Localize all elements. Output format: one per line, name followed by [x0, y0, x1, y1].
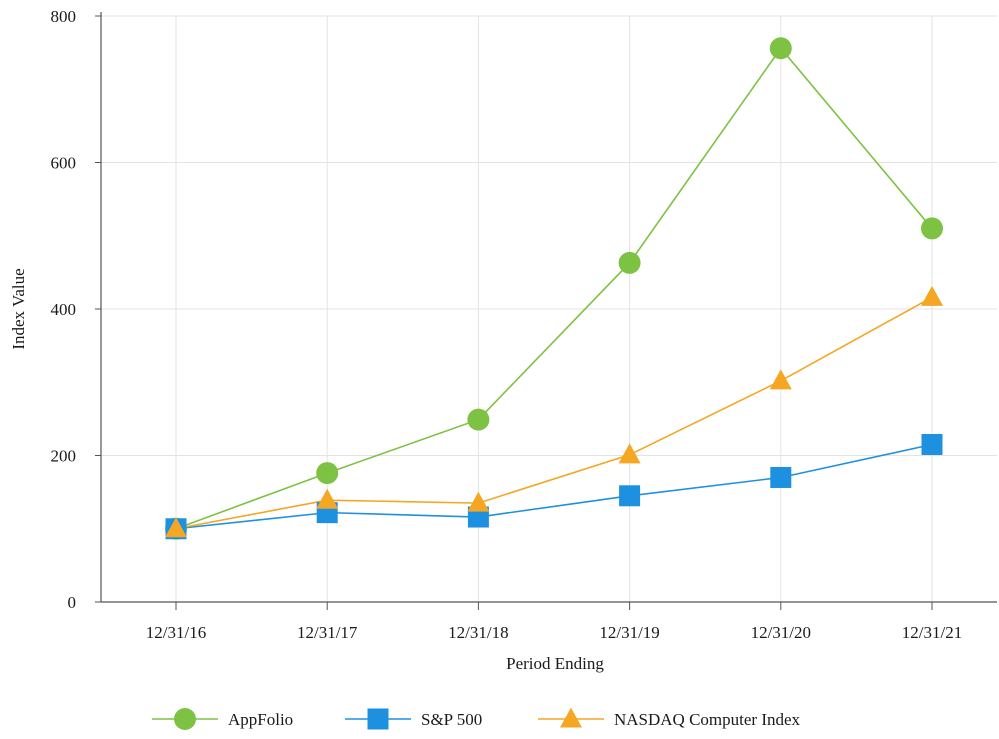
- data-point: [467, 491, 490, 512]
- y-tick-label: 400: [51, 300, 77, 319]
- data-point: [770, 466, 792, 488]
- x-tick-label: 12/31/19: [599, 623, 659, 642]
- gridlines: [101, 15, 997, 602]
- series-s-p-500: [175, 443, 933, 530]
- series-line: [175, 46, 933, 530]
- data-point: [769, 369, 792, 390]
- markers-appfolio: [165, 37, 943, 540]
- y-tick-label: 600: [51, 154, 77, 173]
- x-tick-label: 12/31/21: [902, 623, 962, 642]
- markers-nasdaq-computer-index: [165, 285, 943, 538]
- legend-label: AppFolio: [228, 710, 293, 729]
- x-axis-title: Period Ending: [506, 654, 604, 673]
- legend-item: S&P 500: [345, 708, 482, 730]
- y-axis-title: Index Value: [9, 268, 28, 349]
- legend-marker: [367, 708, 389, 730]
- series-line: [175, 443, 933, 530]
- x-tick-label: 12/31/16: [146, 623, 206, 642]
- y-tick-label: 800: [51, 7, 77, 26]
- y-tick-labels: 0 200 400 600 800: [51, 7, 77, 612]
- data-point: [316, 488, 339, 509]
- x-tick-labels: 12/31/16 12/31/17 12/31/18 12/31/19 12/31/20…: [146, 623, 962, 642]
- legend: AppFolio S&P 500 NASDAQ Computer Index: [152, 707, 801, 730]
- legend-item: NASDAQ Computer Index: [538, 707, 801, 729]
- x-tick-label: 12/31/17: [297, 623, 358, 642]
- y-tick-label: 200: [51, 447, 77, 466]
- axes: [95, 12, 997, 610]
- legend-item: AppFolio: [152, 708, 293, 730]
- data-point: [618, 251, 641, 274]
- series-layer: [165, 37, 943, 540]
- series-appfolio: [175, 46, 933, 530]
- legend-marker: [174, 708, 196, 730]
- x-tick-label: 12/31/20: [751, 623, 811, 642]
- data-point: [921, 285, 943, 306]
- data-point: [467, 408, 490, 431]
- legend-label: NASDAQ Computer Index: [614, 710, 801, 729]
- legend-marker: [560, 707, 582, 728]
- x-tick-label: 12/31/18: [448, 623, 508, 642]
- y-tick-label: 0: [68, 593, 77, 612]
- data-point: [769, 37, 792, 60]
- data-point: [921, 434, 943, 456]
- series-nasdaq-computer-index: [175, 296, 933, 530]
- markers-s-p-500: [165, 434, 943, 540]
- data-point: [619, 485, 641, 507]
- data-point: [921, 217, 943, 240]
- data-point: [165, 517, 187, 538]
- data-point: [467, 506, 489, 528]
- legend-label: S&P 500: [421, 710, 482, 729]
- data-point: [316, 462, 339, 485]
- series-line: [175, 296, 933, 530]
- data-point: [618, 443, 641, 464]
